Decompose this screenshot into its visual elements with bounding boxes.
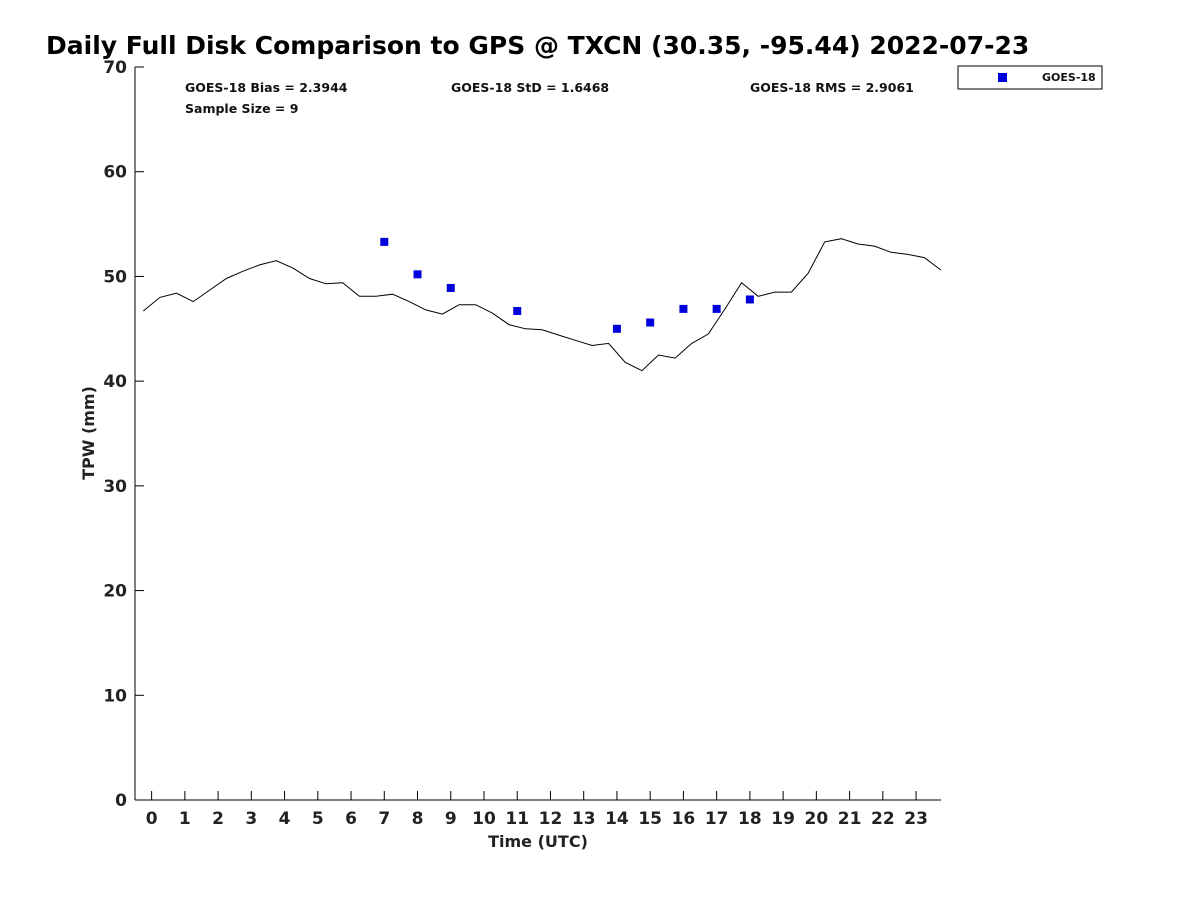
y-tick-label: 0 xyxy=(115,791,127,811)
x-axis-label: Time (UTC) xyxy=(488,832,588,851)
x-tick-label: 22 xyxy=(871,809,895,829)
goes18-point xyxy=(712,304,721,313)
goes18-point xyxy=(646,318,655,327)
gps-tpw-line xyxy=(142,238,942,372)
legend: GOES-18 xyxy=(957,65,1103,90)
x-tick-label: 0 xyxy=(146,809,158,829)
goes18-point xyxy=(380,237,389,246)
x-tick-label: 16 xyxy=(672,809,696,829)
x-tick-label: 21 xyxy=(838,809,862,829)
x-tick-label: 15 xyxy=(638,809,662,829)
goes18-point xyxy=(679,304,688,313)
x-tick-label: 4 xyxy=(279,809,291,829)
chart-title: Daily Full Disk Comparison to GPS @ TXCN… xyxy=(46,31,1029,60)
x-tick-label: 14 xyxy=(605,809,629,829)
x-tick-label: 6 xyxy=(345,809,357,829)
x-tick-label: 10 xyxy=(472,809,496,829)
x-tick-label: 11 xyxy=(505,809,529,829)
y-tick-label: 30 xyxy=(103,477,127,497)
sample-size-stat: Sample Size = 9 xyxy=(185,101,298,116)
std-stat: GOES-18 StD = 1.6468 xyxy=(451,80,609,95)
x-tick-label: 7 xyxy=(378,809,390,829)
plot-axes xyxy=(134,67,941,801)
y-tick-label: 20 xyxy=(103,582,127,602)
y-tick-label: 70 xyxy=(103,58,127,78)
legend-marker xyxy=(998,73,1007,82)
x-tick-label: 23 xyxy=(904,809,928,829)
x-tick-label: 17 xyxy=(705,809,729,829)
x-tick-label: 2 xyxy=(212,809,224,829)
x-axis-ticks: 0 1 2 3 4 5 6 7 8 9 10 11 12 13 14 15 16 17 18 19 20 21 22 23 xyxy=(146,791,928,829)
x-tick-label: 1 xyxy=(179,809,191,829)
goes18-points xyxy=(380,237,754,333)
y-tick-label: 40 xyxy=(103,372,127,392)
goes18-point xyxy=(513,306,522,315)
y-axis-ticks: 0 10 20 30 40 50 60 70 xyxy=(103,58,144,811)
x-tick-label: 3 xyxy=(245,809,257,829)
y-axis-label: TPW (mm) xyxy=(79,386,98,480)
x-tick-label: 5 xyxy=(312,809,324,829)
rms-stat: GOES-18 RMS = 2.9061 xyxy=(750,80,914,95)
x-tick-label: 19 xyxy=(771,809,795,829)
y-tick-label: 60 xyxy=(103,163,127,183)
x-tick-label: 9 xyxy=(445,809,457,829)
x-tick-label: 12 xyxy=(539,809,563,829)
x-tick-label: 8 xyxy=(412,809,424,829)
goes18-point xyxy=(745,295,754,304)
x-tick-label: 20 xyxy=(805,809,829,829)
x-tick-label: 13 xyxy=(572,809,596,829)
y-tick-label: 10 xyxy=(103,686,127,706)
goes18-point xyxy=(446,283,455,292)
legend-label-goes18: GOES-18 xyxy=(1042,71,1096,84)
goes18-point xyxy=(413,270,422,279)
y-tick-label: 50 xyxy=(103,267,127,287)
legend-box xyxy=(957,65,1103,90)
bias-stat: GOES-18 Bias = 2.3944 xyxy=(185,80,348,95)
x-tick-label: 18 xyxy=(738,809,762,829)
goes18-point xyxy=(612,324,621,333)
